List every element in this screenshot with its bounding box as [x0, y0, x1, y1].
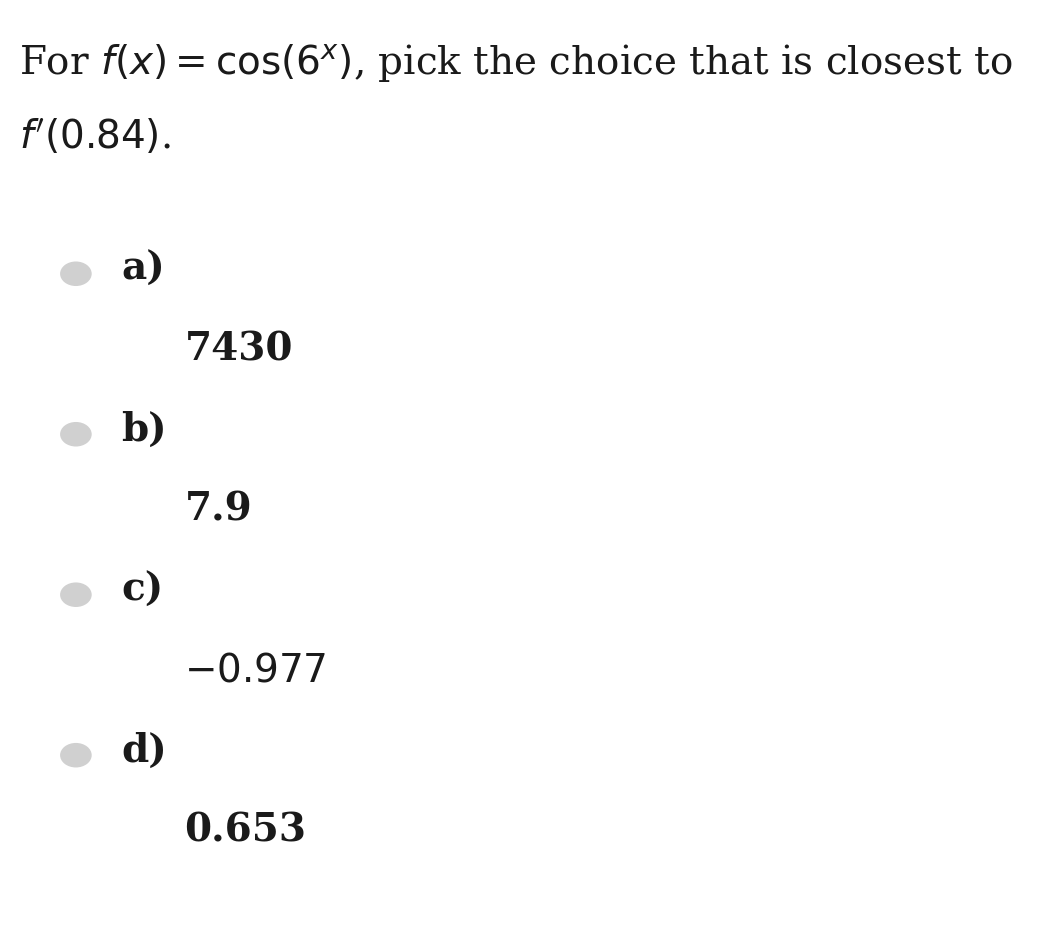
Text: b): b): [121, 411, 167, 448]
Text: 7430: 7430: [184, 330, 293, 368]
Text: 7.9: 7.9: [184, 491, 252, 529]
Ellipse shape: [60, 743, 92, 767]
Text: d): d): [121, 732, 167, 769]
Text: a): a): [121, 250, 165, 288]
Text: 0.653: 0.653: [184, 812, 307, 850]
Text: $f'(0.84)$.: $f'(0.84)$.: [19, 118, 171, 157]
Ellipse shape: [60, 422, 92, 447]
Ellipse shape: [60, 582, 92, 607]
Text: c): c): [121, 571, 163, 609]
Text: For $f(x) = \cos(6^x)$, pick the choice that is closest to: For $f(x) = \cos(6^x)$, pick the choice …: [19, 42, 1013, 84]
Text: $-0.977$: $-0.977$: [184, 651, 327, 689]
Ellipse shape: [60, 261, 92, 286]
